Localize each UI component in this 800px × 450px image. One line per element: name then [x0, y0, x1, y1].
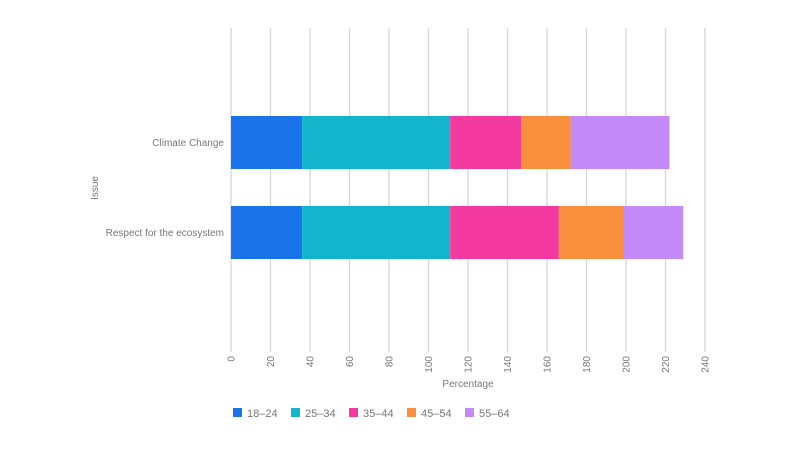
x-tick-label: 20 — [266, 356, 277, 368]
x-tick-label: 220 — [661, 356, 672, 373]
x-tick-label: 240 — [701, 356, 712, 373]
bar-segment — [570, 116, 670, 169]
bar-segment — [558, 206, 625, 259]
legend-swatch — [407, 408, 416, 417]
x-tick-label: 40 — [306, 356, 317, 368]
category-label: Climate Change — [152, 138, 224, 149]
legend-label: 45–54 — [421, 408, 452, 420]
legend-swatch — [233, 408, 242, 417]
x-tick-label: 0 — [227, 356, 238, 362]
bar-segment — [450, 206, 559, 259]
x-tick-label: 60 — [345, 356, 356, 368]
x-tick-label: 120 — [464, 356, 475, 373]
bar-segment — [521, 116, 571, 169]
gridlines — [230, 28, 706, 352]
y-axis-title: Issue — [90, 176, 101, 200]
legend-label: 25–34 — [305, 408, 336, 420]
legend: 18–24 25–34 35–44 45–54 55–64 — [233, 408, 510, 420]
x-tick-label: 140 — [503, 356, 514, 373]
legend-label: 55–64 — [479, 408, 510, 420]
legend-swatch — [291, 408, 300, 417]
x-tick-labels: 0 20 40 60 80 100 120 140 160 180 200 220 240 — [227, 356, 712, 373]
category-label: Respect for the ecosystem — [106, 228, 224, 239]
legend-label: 35–44 — [363, 408, 394, 420]
bar-segment — [302, 206, 451, 259]
x-tick-label: 180 — [582, 356, 593, 373]
legend-swatch — [349, 408, 358, 417]
x-tick-label: 200 — [622, 356, 633, 373]
bar-segment — [231, 206, 303, 259]
bar-segment — [302, 116, 451, 169]
bar-segment — [624, 206, 684, 259]
x-tick-label: 160 — [543, 356, 554, 373]
legend-swatch — [465, 408, 474, 417]
x-tick-label: 80 — [385, 356, 396, 368]
x-tick-label: 100 — [424, 356, 435, 373]
bar-segment — [450, 116, 522, 169]
legend-label: 18–24 — [247, 408, 278, 420]
x-axis-title: Percentage — [442, 379, 494, 390]
category-labels: Climate Change Respect for the ecosystem — [106, 138, 225, 239]
bars — [231, 116, 684, 259]
bar-segment — [231, 116, 303, 169]
